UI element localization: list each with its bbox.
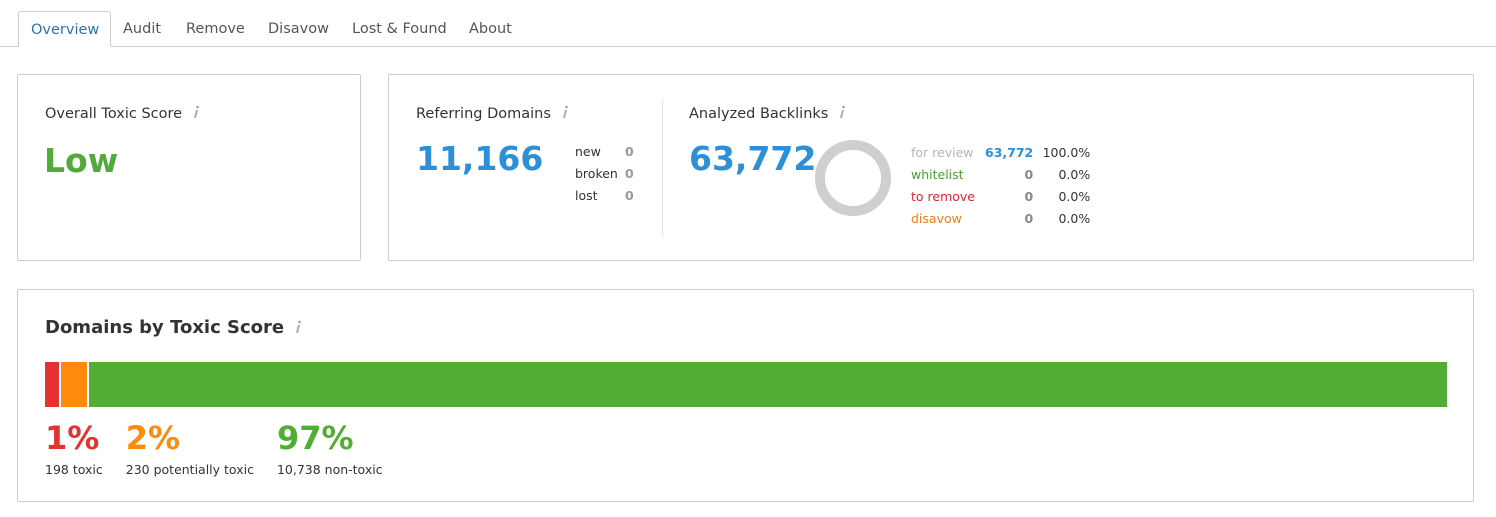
info-icon[interactable] xyxy=(192,105,200,119)
table-row: disavow 0 0.0% xyxy=(911,207,1090,229)
segment-labels: 1% 198 toxic 2% 230 potentially toxic 97% 10,… xyxy=(45,418,383,477)
tab[interactable]: Disavow xyxy=(268,21,329,37)
toxic-score-value: Low xyxy=(44,141,119,180)
row-count: 0 xyxy=(1024,188,1034,204)
stat-value: 0 xyxy=(625,188,634,203)
segment-caption: 10,738 non-toxic xyxy=(276,462,383,477)
analyzed-backlinks-value: 63,772 xyxy=(689,139,817,178)
toxic-score-card: Overall Toxic Score Low xyxy=(17,74,361,261)
tab[interactable]: Lost & Found xyxy=(352,21,447,37)
info-icon[interactable] xyxy=(294,320,302,334)
row-count: 63,772 xyxy=(985,144,1034,160)
title-text: Overall Toxic Score xyxy=(45,106,183,122)
segment-caption: 230 potentially toxic xyxy=(125,462,254,477)
tab[interactable]: Remove xyxy=(186,21,245,37)
segment-percent: 1% xyxy=(45,419,100,457)
row-share: 0.0% xyxy=(1058,166,1091,182)
row-share: 0.0% xyxy=(1058,188,1091,204)
table-row: whitelist 0 0.0% xyxy=(911,163,1090,185)
stat-row: broken 0 xyxy=(575,163,634,185)
segment-label: 2% 230 potentially toxic xyxy=(126,418,254,477)
segment-label: 1% 198 toxic xyxy=(45,418,103,477)
row-label: to remove xyxy=(911,188,975,204)
segment-percent: 97% xyxy=(276,419,354,457)
row-share: 100.0% xyxy=(1042,144,1091,160)
stat-value: 0 xyxy=(625,166,634,181)
referring-domains-value: 11,166 xyxy=(416,139,544,178)
card-title: Analyzed Backlinks xyxy=(689,105,846,122)
backlinks-table: for review 63,772 100.0% whitelist 0 0.0% to r… xyxy=(911,141,1090,229)
tab[interactable]: Overview xyxy=(18,11,111,47)
stat-value: 0 xyxy=(625,144,634,159)
donut-ring xyxy=(815,140,891,216)
bar-segment xyxy=(87,362,1447,407)
segment-caption: 198 toxic xyxy=(45,462,103,477)
card-title: Overall Toxic Score xyxy=(45,105,200,122)
backlinks-card: Referring Domains 11,166 new 0 broken 0 lost… xyxy=(388,74,1474,261)
row-label: disavow xyxy=(911,210,962,226)
stat-label: lost xyxy=(575,188,598,203)
stat-label: new xyxy=(575,144,601,159)
stat-row: new 0 xyxy=(575,141,634,163)
bar-segment xyxy=(45,362,60,407)
referring-domains-list: new 0 broken 0 lost 0 xyxy=(575,141,634,207)
tab-bar: Overview Audit Remove Disavow Lost & Fou… xyxy=(0,0,1496,47)
tab[interactable]: Audit xyxy=(123,21,162,37)
segment-percent: 2% xyxy=(125,419,181,457)
domains-card: Domains by Toxic Score 1% 198 toxic 2% 230 … xyxy=(17,289,1474,502)
stat-row: lost 0 xyxy=(575,185,634,207)
row-label: for review xyxy=(911,144,974,160)
row-share: 0.0% xyxy=(1058,210,1091,226)
table-row: to remove 0 0.0% xyxy=(911,185,1090,207)
divider xyxy=(662,101,663,235)
title-text: Domains by Toxic Score xyxy=(45,317,285,338)
row-count: 0 xyxy=(1024,210,1034,226)
card-title: Domains by Toxic Score xyxy=(45,317,302,338)
stacked-bar xyxy=(45,362,1447,407)
info-icon[interactable] xyxy=(561,105,569,119)
info-icon[interactable] xyxy=(838,105,846,119)
card-title: Referring Domains xyxy=(416,105,569,122)
title-text: Analyzed Backlinks xyxy=(689,106,829,122)
bar-segment xyxy=(59,362,88,407)
row-count: 0 xyxy=(1024,166,1034,182)
table-row: for review 63,772 100.0% xyxy=(911,141,1090,163)
title-text: Referring Domains xyxy=(416,106,551,122)
segment-label: 97% 10,738 non-toxic xyxy=(277,418,383,477)
tab[interactable]: About xyxy=(469,21,512,37)
donut xyxy=(815,140,891,216)
row-label: whitelist xyxy=(911,166,964,182)
stat-label: broken xyxy=(575,166,618,181)
